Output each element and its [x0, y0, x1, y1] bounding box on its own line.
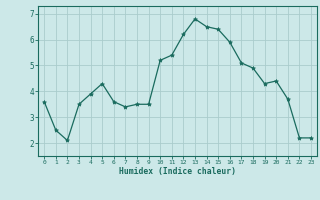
X-axis label: Humidex (Indice chaleur): Humidex (Indice chaleur) — [119, 167, 236, 176]
